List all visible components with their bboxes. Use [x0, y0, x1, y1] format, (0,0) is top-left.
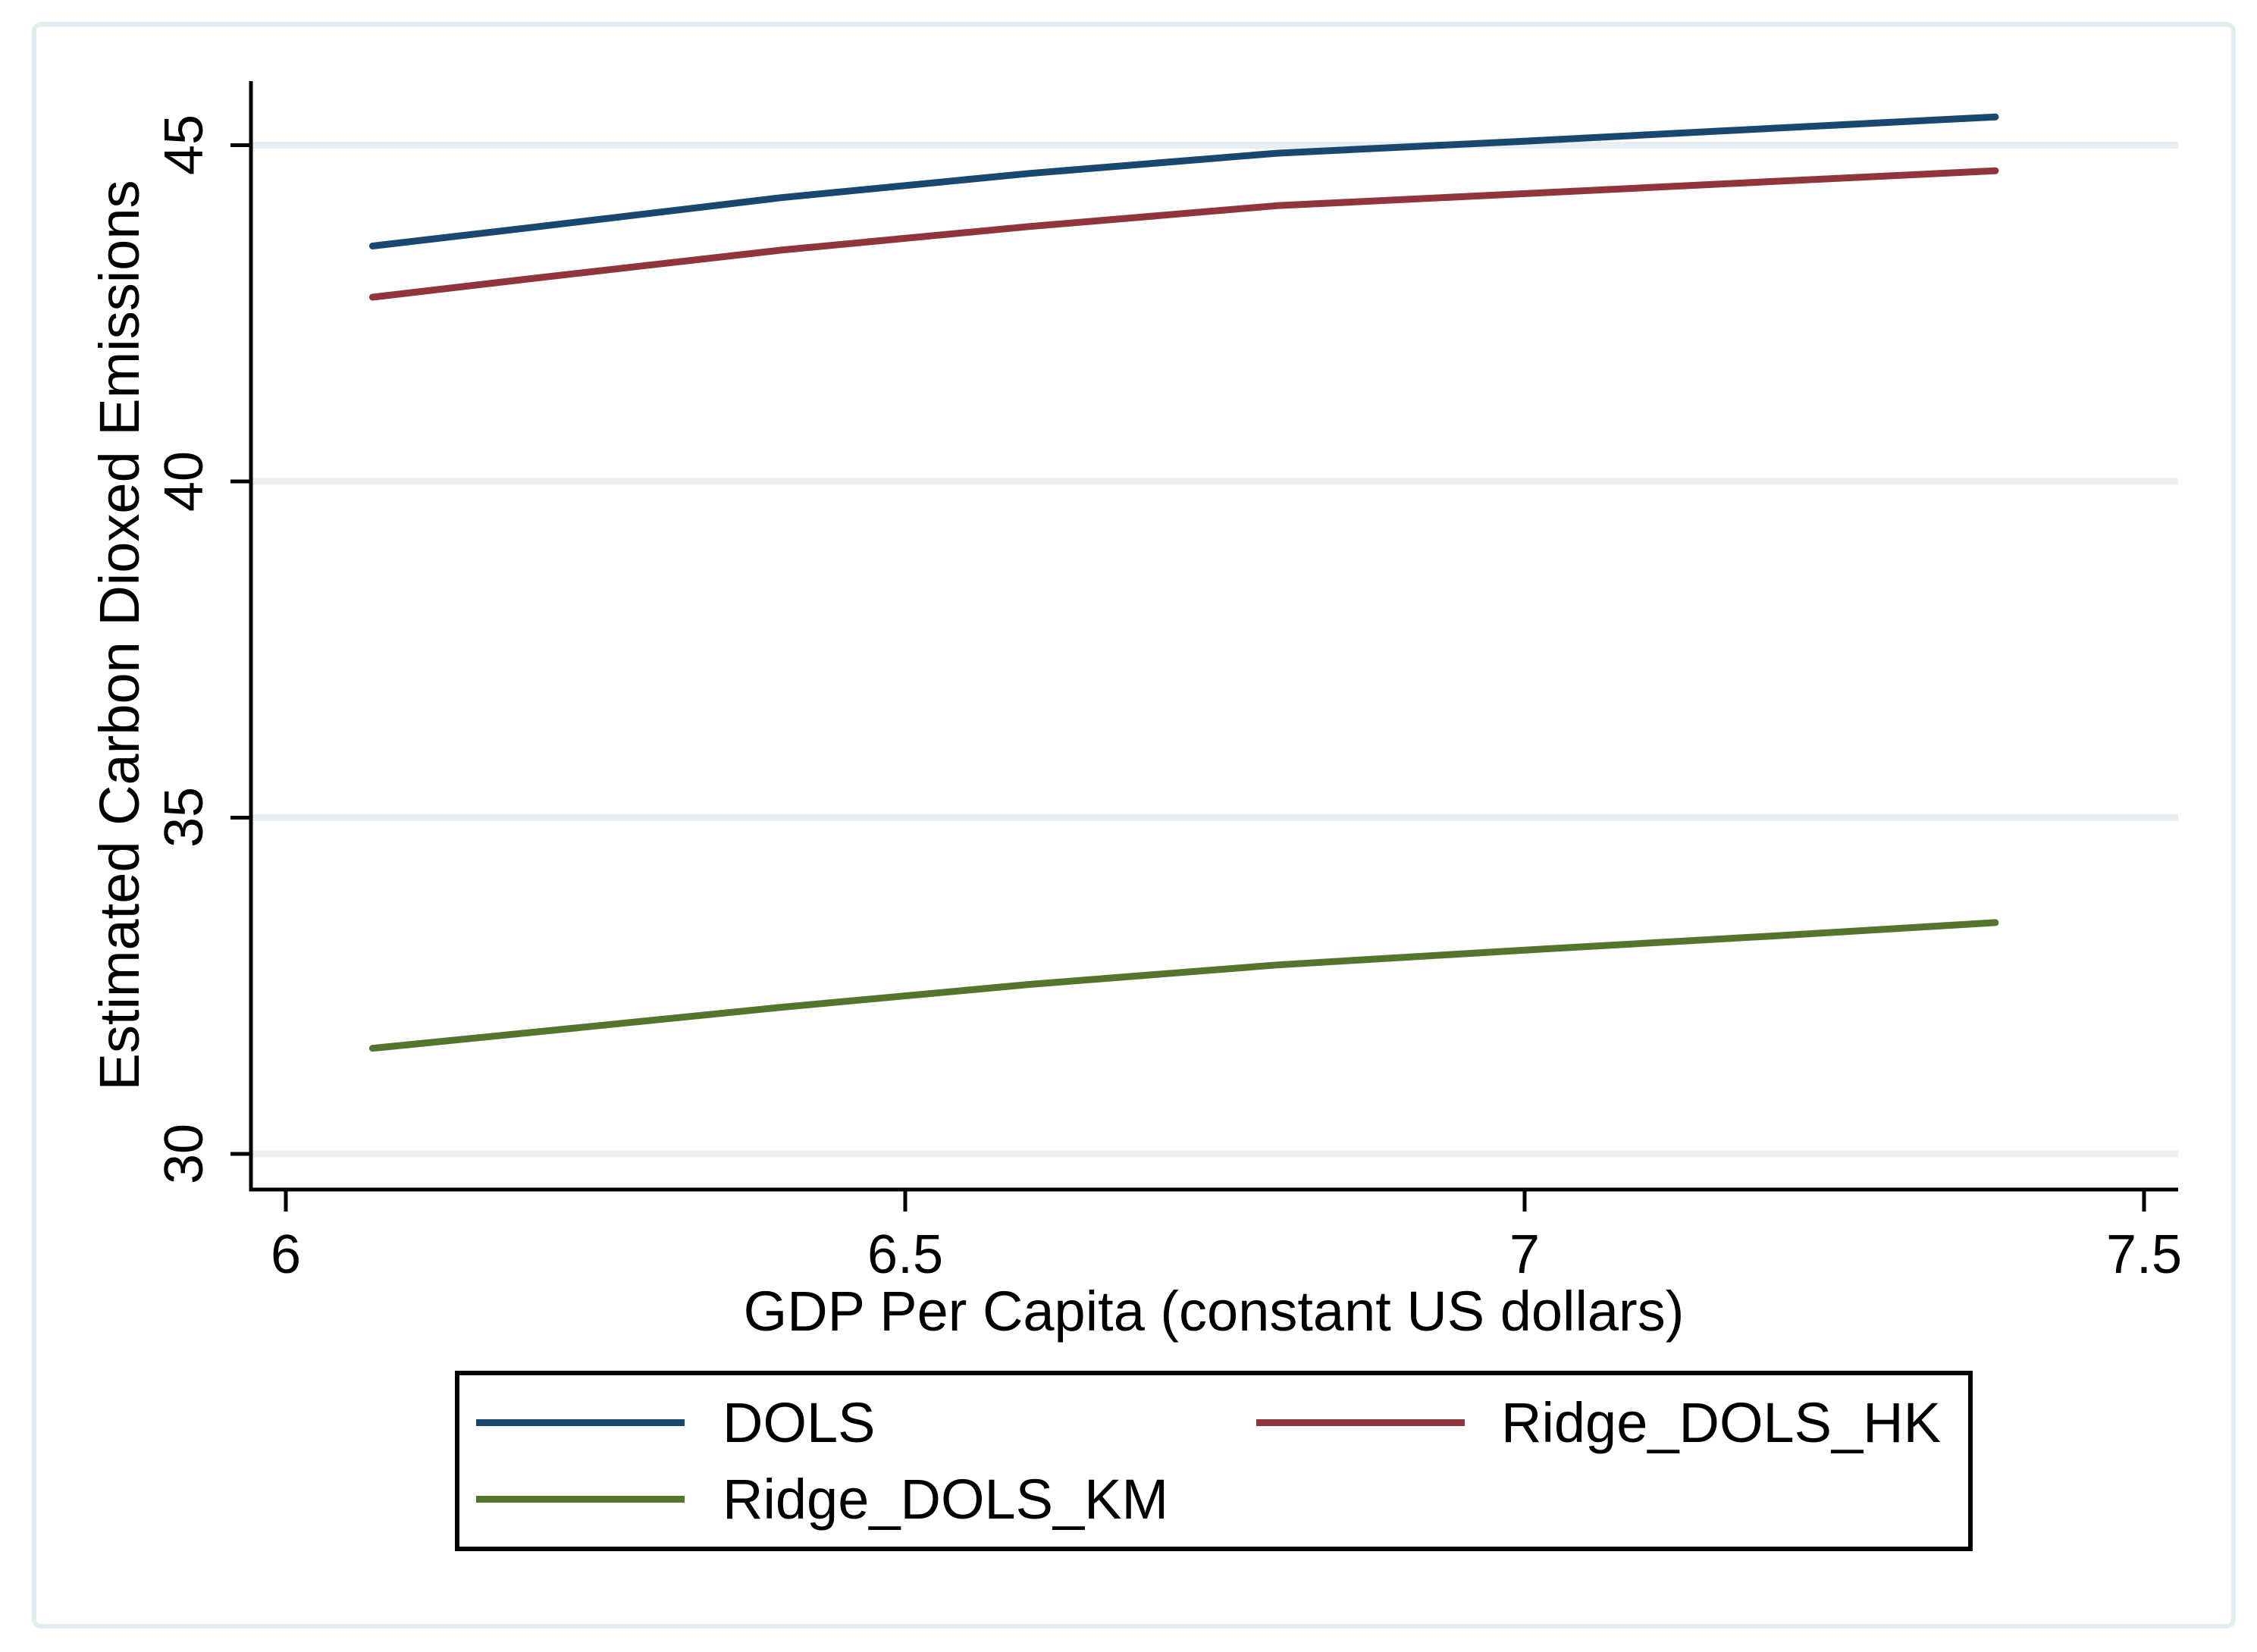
x-axis-title: GDP Per Capita (constant US dollars)	[743, 1280, 1685, 1343]
legend-swatch-ridge-dols-km	[476, 1496, 685, 1503]
series-line-ridge_dols_km	[368, 919, 1999, 1052]
series-line-ridge_dols_hk	[368, 167, 1999, 301]
legend-swatch-dols	[476, 1419, 685, 1426]
y-axis-title: Estimated Carbon Dioxed Emissions	[88, 180, 151, 1091]
y-tick-label-45: 45	[154, 114, 215, 176]
y-tick-label-35: 35	[154, 786, 215, 848]
legend: DOLS Ridge_DOLS_HK Ridge_DOLS_KM	[455, 1371, 1973, 1551]
legend-label-ridge-dols-km: Ridge_DOLS_KM	[723, 1468, 1169, 1531]
x-tick-label-7: 7	[1509, 1224, 1541, 1285]
legend-label-ridge-dols-hk: Ridge_DOLS_HK	[1501, 1391, 1941, 1454]
x-tick-label-6: 6	[270, 1224, 302, 1285]
series-line-dols	[368, 113, 1999, 249]
y-tick-label-30: 30	[154, 1123, 215, 1185]
x-tick-label-6-5: 6.5	[867, 1224, 944, 1285]
y-tick-label-40: 40	[154, 450, 215, 513]
legend-label-dols: DOLS	[723, 1391, 876, 1454]
legend-swatch-ridge-dols-hk	[1256, 1419, 1465, 1426]
x-tick-label-7-5: 7.5	[2105, 1224, 2183, 1285]
figure-border-frame	[32, 22, 2236, 1628]
